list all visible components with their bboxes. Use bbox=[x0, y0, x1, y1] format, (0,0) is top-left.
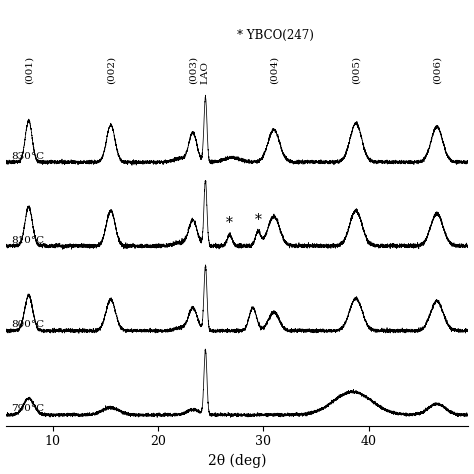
Text: (003): (003) bbox=[188, 56, 197, 84]
Text: (004): (004) bbox=[269, 56, 278, 84]
Text: (006): (006) bbox=[432, 56, 441, 84]
X-axis label: 2θ (deg): 2θ (deg) bbox=[208, 454, 266, 468]
Text: LAO: LAO bbox=[201, 61, 210, 84]
Text: *: * bbox=[255, 213, 262, 227]
Text: 810°C: 810°C bbox=[11, 236, 44, 245]
Text: (001): (001) bbox=[24, 56, 33, 84]
Text: *: * bbox=[226, 216, 233, 229]
Text: (002): (002) bbox=[106, 56, 115, 84]
Text: 830°C: 830°C bbox=[11, 152, 44, 161]
Text: (005): (005) bbox=[351, 56, 360, 84]
Text: * YBCO(247): * YBCO(247) bbox=[237, 29, 314, 42]
Text: 800°C: 800°C bbox=[11, 320, 44, 329]
Text: 790°C: 790°C bbox=[11, 404, 44, 413]
